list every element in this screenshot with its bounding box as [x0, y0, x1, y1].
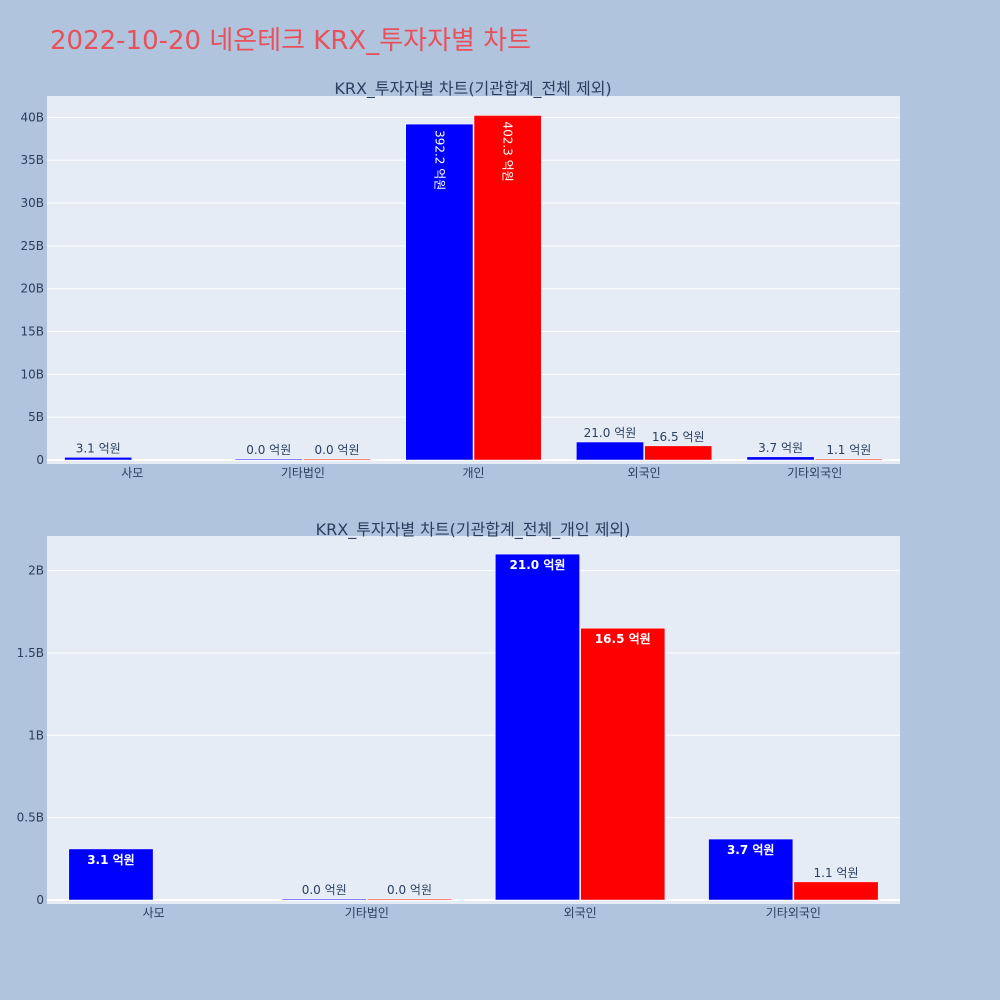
bar-data-label: 16.5 억원	[595, 632, 651, 646]
x-tick-label: 사모	[143, 906, 165, 920]
bar	[303, 458, 371, 461]
chart-top: KRX_투자자별 차트(기관합계_전체 제외) 3.1 억원 0.0 억원 0.0 …	[20, 79, 900, 480]
y-tick-label: 0	[36, 893, 44, 907]
bar	[281, 898, 367, 901]
y-tick-label: 1B	[28, 728, 44, 742]
y-tick-label: 1.5B	[17, 646, 44, 660]
x-tick-label: 사모	[121, 466, 143, 480]
x-tick-label: 기타법인	[345, 906, 389, 920]
bar-data-label: 3.1 억원	[87, 853, 135, 867]
chart-bottom-gridlines	[47, 570, 900, 901]
x-tick-label: 기타법인	[281, 466, 325, 480]
x-tick-label: 기타외국인	[766, 906, 821, 920]
chart-top-data-labels: 3.1 억원 0.0 억원 0.0 억원 392.2 억원 402.3 억원 21.0 억…	[76, 121, 872, 457]
bar-data-label: 3.7 억원	[758, 441, 803, 455]
bar	[576, 441, 644, 461]
bar	[814, 458, 883, 461]
x-tick-label: 개인	[462, 466, 484, 480]
bar	[495, 553, 580, 901]
x-tick-label: 외국인	[628, 466, 661, 480]
y-tick-label: 15B	[20, 325, 44, 339]
bar	[473, 115, 542, 461]
y-tick-label: 30B	[20, 196, 44, 210]
chart-bottom-x-ticks: 사모 기타법인 외국인 기타외국인	[143, 906, 821, 920]
chart-top-x-ticks: 사모 기타법인 개인 외국인 기타외국인	[121, 466, 842, 480]
bar	[68, 848, 154, 901]
bar	[64, 457, 133, 461]
bar	[708, 838, 794, 901]
bar-data-label: 1.1 억원	[826, 443, 871, 457]
chart-bottom-y-ticks: 0 0.5B 1B 1.5B 2B	[17, 564, 44, 907]
bar-data-label: 402.3 억원	[501, 121, 515, 181]
bar-data-label: 1.1 억원	[814, 866, 859, 880]
chart-top-title: KRX_투자자별 차트(기관합계_전체 제외)	[334, 79, 611, 99]
y-tick-label: 0.5B	[17, 811, 44, 825]
y-tick-label: 10B	[20, 367, 44, 381]
y-tick-label: 35B	[20, 153, 44, 167]
y-tick-label: 5B	[28, 410, 44, 424]
chart-bottom-bars	[68, 553, 879, 901]
bar	[367, 898, 452, 901]
bar	[644, 445, 713, 461]
y-tick-label: 40B	[20, 110, 44, 124]
bar	[746, 456, 815, 461]
y-tick-label: 2B	[28, 564, 44, 578]
bar-data-label: 0.0 억원	[387, 883, 432, 897]
bar-data-label: 0.0 억원	[246, 443, 291, 457]
bar	[234, 458, 303, 461]
y-tick-label: 20B	[20, 282, 44, 296]
x-tick-label: 기타외국인	[787, 466, 842, 480]
bar-data-label: 392.2 억원	[432, 130, 446, 190]
chart-bottom-data-labels: 3.1 억원 0.0 억원 0.0 억원 21.0 억원 16.5 억원 3.7 억원 1.…	[87, 558, 858, 897]
bar	[580, 627, 666, 901]
bar-data-label: 16.5 억원	[652, 430, 705, 444]
bar-data-label: 3.1 억원	[76, 441, 121, 455]
figure-title: 2022-10-20 네온테크 KRX_투자자별 차트	[50, 26, 531, 56]
plot-area-top	[47, 96, 900, 464]
bar	[405, 123, 474, 461]
chart-bottom: KRX_투자자별 차트(기관합계_전체_개인 제외) 3.1 억원 0.0 억원 0…	[17, 520, 900, 920]
chart-top-y-ticks: 0 5B 10B 15B 20B 25B 30B 35B 40B	[20, 110, 44, 467]
chart-bottom-title: KRX_투자자별 차트(기관합계_전체_개인 제외)	[316, 520, 631, 540]
chart-top-gridlines	[47, 116, 900, 461]
y-tick-label: 0	[36, 453, 44, 467]
x-tick-label: 외국인	[564, 906, 597, 920]
bar-data-label: 0.0 억원	[315, 443, 360, 457]
bar-data-label: 21.0 억원	[584, 426, 637, 440]
bar	[793, 881, 879, 901]
bar-data-label: 0.0 억원	[302, 883, 347, 897]
chart-top-bars	[64, 115, 883, 461]
bar-data-label: 21.0 억원	[510, 558, 566, 572]
bar-data-label: 3.7 억원	[727, 843, 775, 857]
y-tick-label: 25B	[20, 239, 44, 253]
